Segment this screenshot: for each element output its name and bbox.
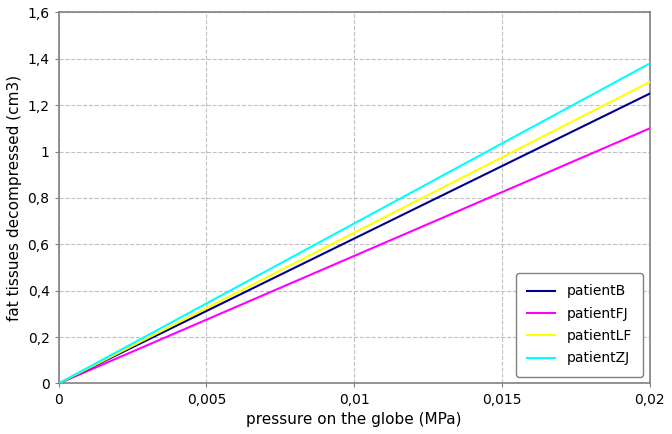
patientFJ [56,380,65,385]
patientLF [553,127,561,132]
patientFJ [553,166,561,171]
patientZJ [56,380,65,385]
Line: patientZJ: patientZJ [58,63,650,384]
patientB [405,209,413,214]
patientZJ [407,191,415,196]
patientLF [54,381,62,386]
patientB [54,381,62,386]
patientFJ [405,230,413,235]
patientLF [591,108,599,113]
patientB [591,118,599,123]
patientZJ [591,91,599,96]
Legend: patientB, patientFJ, patientLF, patientZJ: patientB, patientFJ, patientLF, patientZ… [516,273,643,377]
patientFJ [407,229,415,234]
patientZJ [646,61,654,66]
patientZJ [553,111,561,116]
X-axis label: pressure on the globe (MPa): pressure on the globe (MPa) [247,412,462,427]
patientZJ [417,185,425,190]
Line: patientLF: patientLF [58,82,650,384]
patientB [417,204,425,209]
patientB [407,208,415,214]
patientZJ [405,191,413,197]
patientB [56,380,65,385]
Y-axis label: fat tissues decompressed (cm3): fat tissues decompressed (cm3) [7,75,22,321]
patientLF [407,201,415,207]
patientLF [417,196,425,201]
patientFJ [646,126,654,131]
Line: patientB: patientB [58,94,650,384]
Line: patientFJ: patientFJ [58,128,650,384]
patientFJ [417,225,425,230]
patientLF [56,380,65,385]
patientLF [646,79,654,85]
patientFJ [591,150,599,155]
patientFJ [54,381,62,386]
patientLF [405,202,413,207]
patientB [553,137,561,142]
patientZJ [54,381,62,386]
patientB [646,91,654,96]
